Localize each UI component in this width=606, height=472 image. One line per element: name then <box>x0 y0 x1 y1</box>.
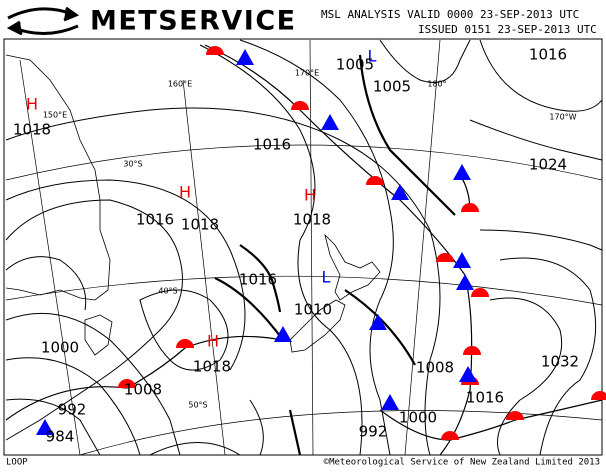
isobar-label: 1016 <box>253 136 291 154</box>
high-label: H <box>179 183 191 202</box>
isobar-label: 1016 <box>239 271 277 289</box>
trough <box>344 289 416 366</box>
isobars <box>5 39 603 456</box>
cold-front-symbol <box>321 114 339 130</box>
warm-front-symbol <box>591 391 606 400</box>
warm-front-symbol <box>463 346 481 355</box>
meridian <box>309 39 314 456</box>
grid-label: 50°S <box>188 401 207 410</box>
grid-label: 170°W <box>549 113 576 122</box>
warm-front-symbol <box>461 203 479 212</box>
grid-label: 150°E <box>43 111 67 120</box>
footer-left: LOOP <box>6 458 28 468</box>
cold-front-symbol <box>36 419 54 435</box>
isobar-label: 1000 <box>399 409 437 427</box>
cold-front-symbol <box>459 366 477 382</box>
analysis-title: MSL ANALYSIS VALID 0000 23-SEP-2013 UTC <box>321 8 579 21</box>
high-label: H <box>26 95 38 114</box>
low-label: L <box>368 47 377 66</box>
warm-front-symbol <box>206 46 224 55</box>
logo-text: METSERVICE <box>90 6 297 37</box>
warm-front-symbol <box>291 101 309 110</box>
isobar-label: 1018 <box>13 121 51 139</box>
isobar-label: 1016 <box>466 389 504 407</box>
high-label: H <box>304 186 316 205</box>
cold-front-symbol <box>236 49 254 65</box>
meridian <box>404 39 441 456</box>
isobar-label: 984 <box>46 428 75 446</box>
warm-front-symbol <box>176 339 194 348</box>
high-label: H <box>207 332 219 351</box>
cold-front-symbol <box>274 326 292 342</box>
parallel <box>5 275 603 306</box>
isobar-label: 1008 <box>124 381 162 399</box>
cold-front-symbol <box>381 394 399 410</box>
trough <box>288 409 302 456</box>
cold-front-symbol <box>369 314 387 330</box>
grid-label: 180° <box>427 80 446 89</box>
warm-front-symbol <box>506 411 524 420</box>
isobar-label: 1005 <box>373 78 411 96</box>
front-line <box>379 399 603 441</box>
map-layer: H H H H L L 1016 1005 1005 1018 1016 1024 1016 1018 10… <box>5 39 606 456</box>
isobar-label: 1016 <box>529 46 567 64</box>
isobar-label: 1018 <box>293 211 331 229</box>
isobar-label: 1010 <box>294 301 332 319</box>
isobar-label: 1016 <box>136 211 174 229</box>
trough <box>358 54 456 216</box>
warm-front-symbol <box>436 253 454 262</box>
parallel <box>5 144 603 181</box>
coastline <box>324 233 381 301</box>
coastline <box>5 54 111 301</box>
cold-front-symbol <box>456 274 474 290</box>
trough <box>214 277 284 341</box>
isobar-label: 1008 <box>416 359 454 377</box>
footer-copyright: ©Meteorological Service of New Zealand L… <box>324 458 600 468</box>
isobar-label: 1018 <box>193 358 231 376</box>
grid-label: 40°S <box>158 287 177 296</box>
warm-front-symbol <box>471 288 489 297</box>
grid-label: 30°S <box>123 160 142 169</box>
grid-label: 170°E <box>295 69 319 78</box>
front-line <box>204 44 473 456</box>
low-label: L <box>322 268 331 287</box>
warm-front-symbol <box>441 431 459 440</box>
grid-label: 160°E <box>168 80 192 89</box>
isobar-label: 1024 <box>529 156 567 174</box>
isobar-label: 1005 <box>336 56 374 74</box>
isobar-label: 1000 <box>41 339 79 357</box>
coastline <box>289 299 346 353</box>
isobar-label: 1032 <box>541 353 579 371</box>
coastline <box>84 314 113 356</box>
logo-mark <box>6 6 80 36</box>
warm-front-symbol <box>366 176 384 185</box>
map-frame <box>3 38 603 456</box>
front-line <box>5 335 283 421</box>
issued-time: ISSUED 0151 23-SEP-2013 UTC <box>418 23 597 36</box>
warm-front-symbol <box>118 379 136 388</box>
isobar-label: 992 <box>58 401 87 419</box>
cold-front-symbol <box>453 164 471 180</box>
isobar-label: 1018 <box>181 216 219 234</box>
trough <box>239 244 282 313</box>
cold-front-symbol <box>391 184 409 200</box>
isobar-label: 992 <box>359 423 388 441</box>
cold-front-symbol <box>453 252 471 268</box>
meridian <box>182 79 226 456</box>
